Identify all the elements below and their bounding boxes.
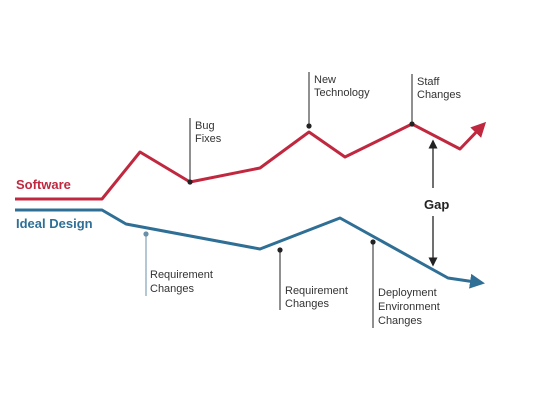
- annotation-new-technology: New Technology: [306, 72, 370, 129]
- requirement-changes-1-line-2: Changes: [150, 283, 195, 295]
- requirement-changes-1-dot: [143, 231, 149, 237]
- software-line: [15, 121, 487, 201]
- gap-label: Gap: [424, 197, 449, 212]
- new-technology-line-2: Technology: [314, 87, 370, 99]
- ideal-design-line: [15, 208, 485, 289]
- deployment-changes-line-1: Deployment: [378, 287, 437, 299]
- requirement-changes-2-line-2: Changes: [285, 298, 330, 310]
- new-technology-dot: [306, 123, 312, 129]
- bug-fixes-dot: [187, 179, 193, 185]
- staff-changes-line-2: Changes: [417, 89, 462, 101]
- ideal-design-series-label: Ideal Design: [16, 216, 93, 231]
- software-series-label: Software: [16, 177, 71, 192]
- bug-fixes-line-1: Bug: [195, 120, 215, 132]
- requirement-changes-1-line-1: Requirement: [150, 269, 213, 281]
- annotation-staff-changes: Staff Changes: [409, 74, 462, 127]
- deployment-changes-dot: [370, 239, 376, 245]
- requirement-changes-2-dot: [277, 247, 283, 253]
- annotation-requirement-changes-1: Requirement Changes: [143, 231, 213, 296]
- bug-fixes-line-2: Fixes: [195, 133, 222, 145]
- annotation-bug-fixes: Bug Fixes: [187, 118, 222, 185]
- deployment-changes-line-2: Environment: [378, 301, 440, 313]
- requirement-changes-2-line-1: Requirement: [285, 285, 348, 297]
- staff-changes-line-1: Staff: [417, 76, 440, 88]
- staff-changes-dot: [409, 121, 415, 127]
- new-technology-line-1: New: [314, 74, 336, 86]
- annotation-deployment-changes: Deployment Environment Changes: [370, 239, 440, 328]
- deployment-changes-line-3: Changes: [378, 315, 423, 327]
- annotation-requirement-changes-2: Requirement Changes: [277, 247, 348, 310]
